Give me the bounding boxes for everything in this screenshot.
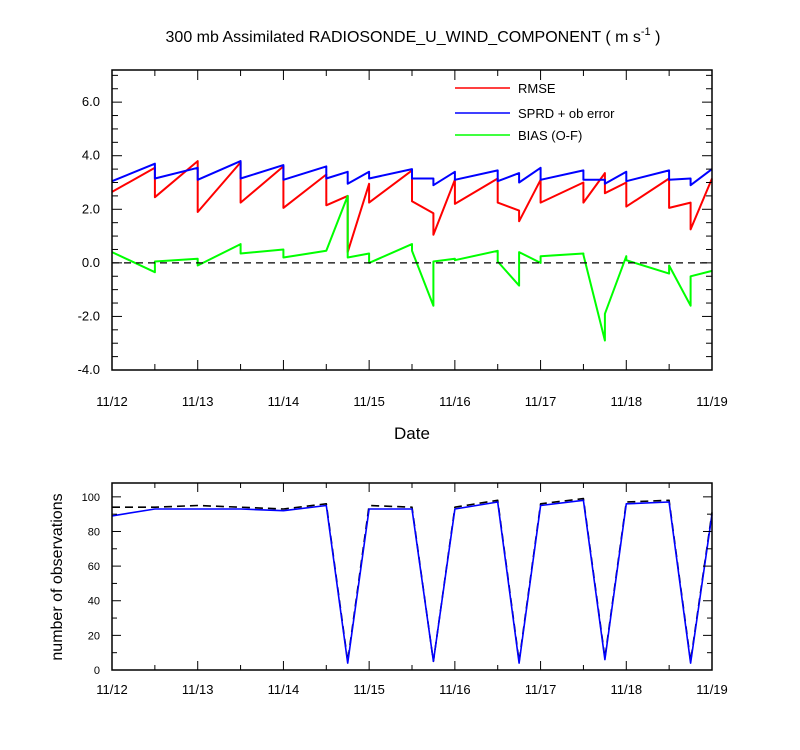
y-tick-label: 0.0 [82,255,100,270]
top-ticks [111,70,713,371]
y-tick-label: 20 [88,630,100,642]
bottom-x-tick-labels: 11/12 11/13 11/14 11/15 11/16 11/17 11/18 11/19 [96,682,728,697]
y-tick-label: 60 [88,561,100,573]
legend-label-rmse: RMSE [518,81,556,96]
bottom-plot-frame [111,482,713,671]
x-tick-label: 11/17 [525,394,557,409]
bottom-series-layer [111,497,713,664]
y-tick-label: 0 [94,665,100,677]
top-plot: -4.0-2.00.02.04.06.0 11/12 11/13 11/14 11/1… [78,69,728,443]
x-tick-label: 11/19 [696,682,728,697]
x-tick-label: 11/18 [610,394,642,409]
series-line-2 [111,194,713,342]
top-plot-frame [111,69,713,371]
x-tick-label: 11/16 [439,682,471,697]
legend-label-bias: BIAS (O-F) [518,128,582,143]
bottom-y-tick-labels: 0 20 40 60 80 100 [82,492,100,677]
x-tick-label: 11/16 [439,394,471,409]
top-y-tick-labels: -4.0 -2.0 0.0 2.0 4.0 6.0 [78,94,100,377]
series-line-0 [112,497,713,663]
bottom-y-axis-label: number of observations [49,493,66,660]
x-tick-label: 11/13 [182,682,214,697]
x-tick-label: 11/13 [182,394,214,409]
x-tick-label: 11/17 [525,682,557,697]
chart-title-superscript: -1 [641,26,651,38]
x-tick-label: 11/14 [268,394,300,409]
y-tick-label: 40 [88,596,100,608]
x-tick-label: 11/14 [268,682,300,697]
x-tick-label: 11/15 [353,682,385,697]
x-tick-label: 11/19 [696,394,728,409]
y-tick-label: -2.0 [78,308,100,323]
y-tick-label: 2.0 [82,201,100,216]
series-line-1 [111,499,713,664]
series-line-0 [111,160,713,254]
y-tick-label: 6.0 [82,94,100,109]
legend-label-sprd: SPRD + ob error [518,106,615,121]
legend: RMSE SPRD + ob error BIAS (O-F) [455,81,615,143]
x-tick-label: 11/15 [353,394,385,409]
x-tick-label: 11/18 [610,682,642,697]
x-tick-label: 11/12 [96,394,128,409]
y-tick-label: -4.0 [78,362,100,377]
x-tick-label: 11/12 [96,682,128,697]
series-line-1 [111,160,713,187]
top-x-axis-label: Date [394,424,430,443]
chart-title: 300 mb Assimilated RADIOSONDE_U_WIND_COM… [166,26,661,46]
y-tick-label: 100 [82,492,100,504]
y-tick-label: 80 [88,526,100,538]
chart-title-end: ) [651,29,661,46]
top-series-layer [111,160,713,342]
y-tick-label: 4.0 [82,148,100,163]
top-x-tick-labels: 11/12 11/13 11/14 11/15 11/16 11/17 11/18 11/19 [96,394,728,409]
